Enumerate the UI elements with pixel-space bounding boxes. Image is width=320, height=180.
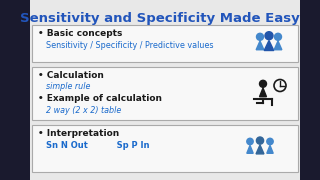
Text: Sensitivity and Specificity Made Easy: Sensitivity and Specificity Made Easy xyxy=(20,12,300,25)
FancyBboxPatch shape xyxy=(300,0,320,180)
Text: • Example of calculation: • Example of calculation xyxy=(38,94,162,103)
Text: simple rule: simple rule xyxy=(46,82,90,91)
FancyBboxPatch shape xyxy=(32,25,298,62)
Circle shape xyxy=(260,80,267,87)
Text: 2 way (2 x 2) table: 2 way (2 x 2) table xyxy=(46,106,121,115)
Text: • Interpretation: • Interpretation xyxy=(38,129,119,138)
Polygon shape xyxy=(256,145,264,154)
Polygon shape xyxy=(264,40,274,51)
Text: Sensitivity / Specificity / Predictive values: Sensitivity / Specificity / Predictive v… xyxy=(46,41,213,50)
FancyBboxPatch shape xyxy=(0,0,30,180)
Text: Sn N Out          Sp P In: Sn N Out Sp P In xyxy=(46,141,149,150)
Circle shape xyxy=(267,138,273,145)
Circle shape xyxy=(265,32,273,40)
Polygon shape xyxy=(256,41,264,50)
Circle shape xyxy=(275,33,282,40)
Circle shape xyxy=(256,137,264,144)
FancyBboxPatch shape xyxy=(30,0,300,180)
Polygon shape xyxy=(274,41,282,50)
Text: • Basic concepts: • Basic concepts xyxy=(38,29,122,38)
Polygon shape xyxy=(247,145,253,153)
Polygon shape xyxy=(260,88,267,97)
Circle shape xyxy=(247,138,253,145)
FancyBboxPatch shape xyxy=(32,125,298,172)
Text: • Calculation: • Calculation xyxy=(38,71,104,80)
Circle shape xyxy=(257,33,263,40)
Polygon shape xyxy=(267,145,273,153)
FancyBboxPatch shape xyxy=(32,67,298,120)
